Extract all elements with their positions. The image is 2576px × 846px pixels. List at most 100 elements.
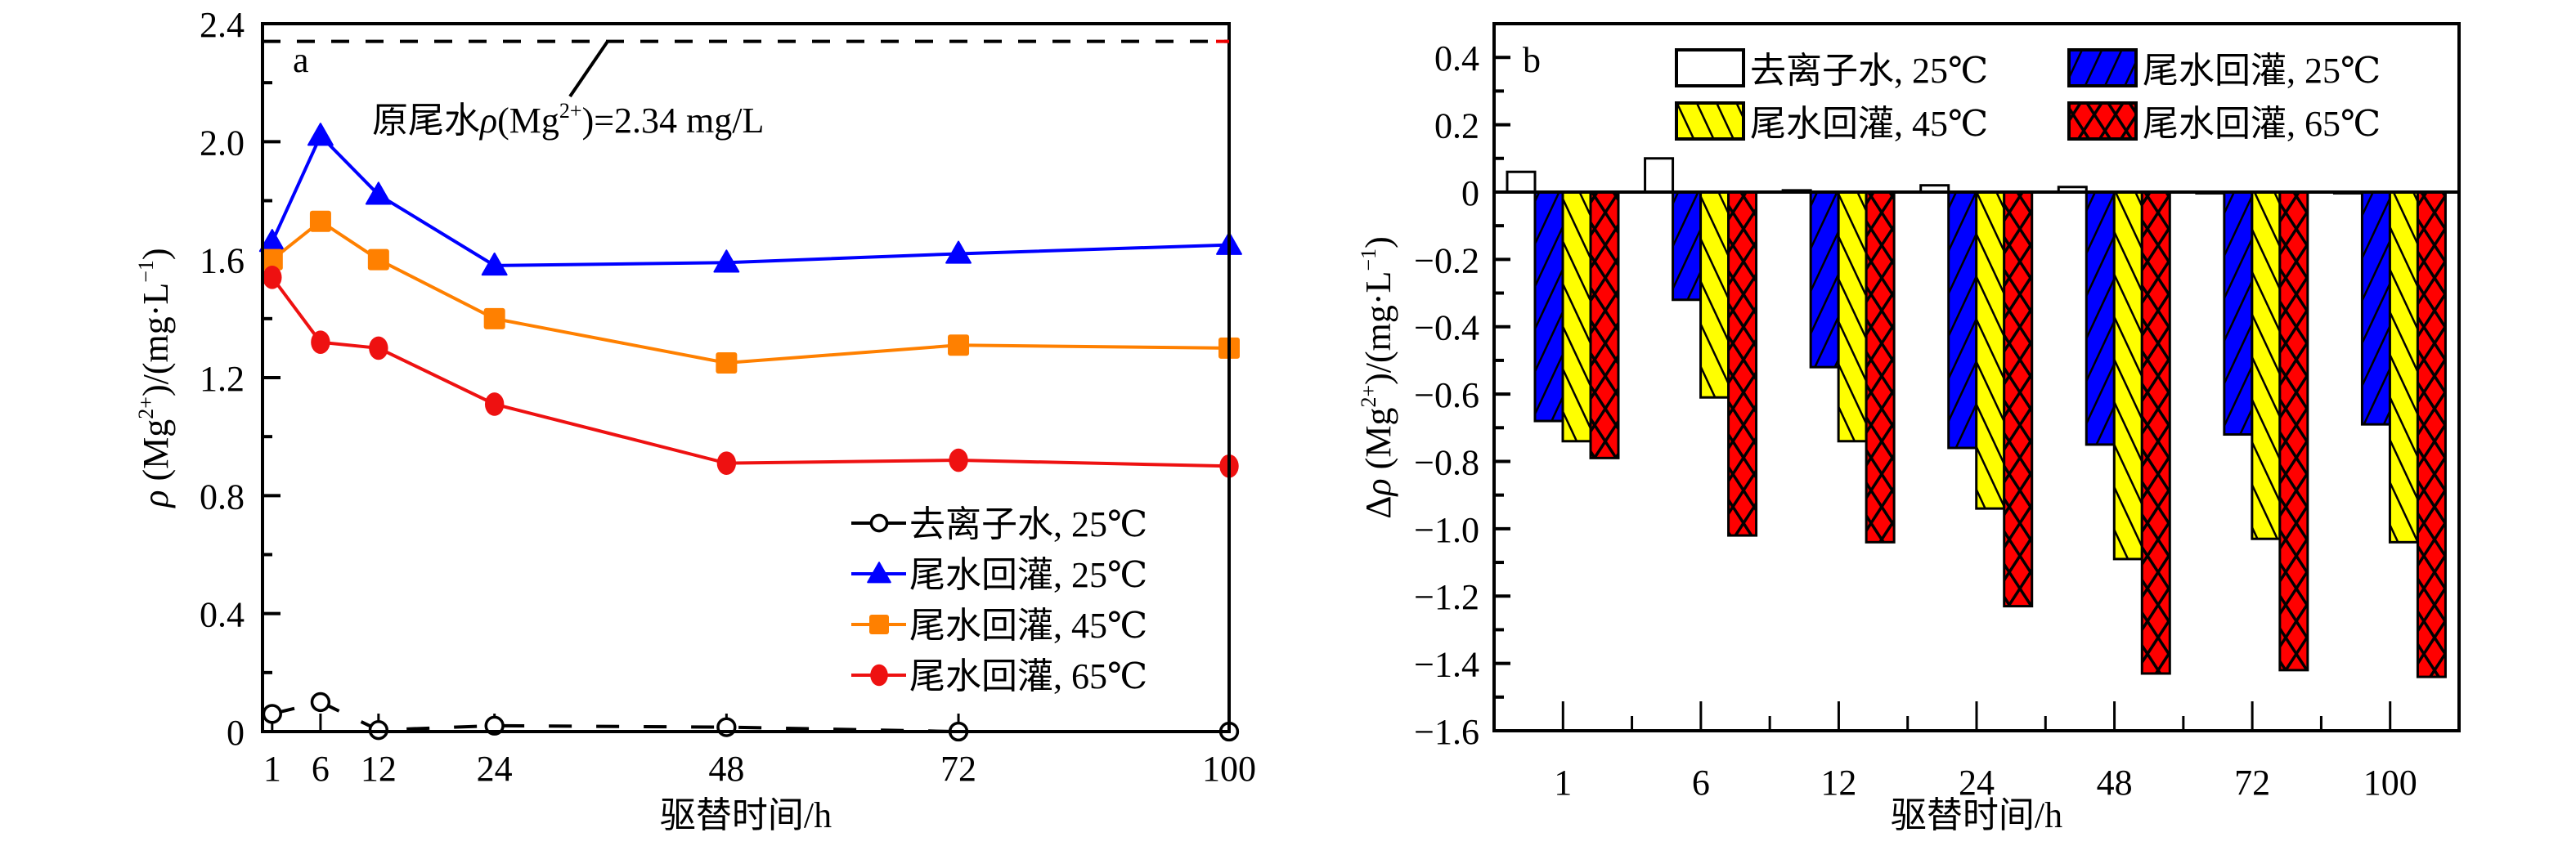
panel-b-y-tick-label: −0.6 [1414, 375, 1479, 415]
panel-b-bar [2112, 190, 2143, 561]
panel-a-data-point [365, 181, 392, 205]
panel-b-y-tick-label: −1.6 [1414, 712, 1479, 752]
panel-a-data-point [945, 240, 972, 264]
panel-b-bar [1533, 190, 1564, 423]
legend-label: 尾水回灌, 25℃ [909, 555, 1147, 595]
panel-b-series-2 [1561, 190, 2419, 561]
panel-b-y-tick-label: 0 [1461, 173, 1479, 213]
panel-a-series-1 [258, 123, 1242, 276]
panel-a-data-point [307, 123, 334, 146]
panel-b-legend: 去离子水, 25℃ 尾水回灌, 45℃ 尾水回灌, 25℃ 尾水回灌, 65℃ [1675, 48, 2381, 144]
panel-b-x-tick-label: 12 [1820, 763, 1856, 803]
panel-a-y-tick-label: 1.2 [200, 359, 245, 399]
panel-b-legend-item: 去离子水, 25℃ [1675, 48, 1988, 91]
panel-b-legend-item: 尾水回灌, 25℃ [2067, 48, 2381, 91]
panel-a-series-0 [262, 692, 1240, 742]
panel-a-series-3 [263, 266, 1239, 478]
panel-b-series-1 [1533, 190, 2391, 450]
legend-label: 尾水回灌, 45℃ [909, 606, 1147, 646]
panel-a-series-2 [261, 210, 1240, 374]
panel-a-data-point [310, 692, 331, 713]
panel-a-y-tick-label: 0.4 [200, 595, 245, 635]
panel-a-data-point [948, 334, 970, 356]
panel-b-y-tick-label: 0.4 [1434, 38, 1479, 78]
panel-b-x-axis-title: 驱替时间/h [1891, 795, 2062, 835]
panel-a-x-tick-label: 100 [1202, 749, 1256, 789]
panel-b-bar [1672, 190, 1703, 302]
panel-a-x-tick-label: 48 [708, 749, 744, 789]
panel-a-line-chart: 0 0.4 0.8 1.2 1.6 2.0 2.4 1 6 12 24 48 72 100 a 原尾水ρ(… [134, 5, 1256, 835]
panel-b-bar [1947, 190, 1978, 450]
panel-b-x-tick-label: 72 [2234, 763, 2270, 803]
panel-b-x-tick-label: 100 [2363, 763, 2417, 803]
panel-a-data-point [311, 330, 330, 355]
legend-swatch [1675, 101, 1745, 141]
panel-b-series-0 [1506, 157, 2363, 195]
panel-a-legend-item: 尾水回灌, 65℃ [851, 656, 1147, 696]
reference-line-label: 原尾水ρ(Mg2+)=2.34 mg/L [372, 99, 764, 141]
panel-a-y-axis-title: ρ (Mg2+)/(mg·L−1) [134, 248, 176, 508]
legend-label: 尾水回灌, 65℃ [2143, 104, 2381, 144]
panel-b-y-tick-label: −0.4 [1414, 308, 1479, 348]
panel-a-data-point [483, 307, 505, 329]
panel-b-bar [1727, 190, 1758, 537]
panel-b-bar [1837, 190, 1868, 443]
panel-a-x-tick-label: 72 [940, 749, 976, 789]
panel-a-x-axis-title: 驱替时间/h [660, 795, 832, 835]
panel-a-legend: 去离子水, 25℃ 尾水回灌, 25℃ 尾水回灌, 45℃ 尾水回灌, 65℃ [851, 504, 1147, 696]
panel-a-series-line [272, 700, 1229, 733]
panel-a-y-tick-label: 2.4 [200, 5, 245, 45]
panel-b-series-3 [1589, 190, 2447, 678]
panel-a-x-tick-label: 6 [312, 749, 330, 789]
panel-a-data-point [367, 248, 389, 271]
panel-b-bar [1975, 190, 2006, 510]
panel-a-legend-item: 尾水回灌, 45℃ [851, 606, 1147, 646]
panel-a-data-point [309, 210, 331, 232]
panel-b-bar [1561, 190, 1592, 443]
legend-label: 尾水回灌, 25℃ [2143, 51, 2381, 91]
panel-b-bar [1644, 157, 1675, 194]
panel-b-y-tick-label: −0.2 [1414, 240, 1479, 280]
panel-a-data-point [481, 252, 508, 276]
panel-b-bar-chart: −1.6 −1.4 −1.2 −1.0 −0.8 −0.6 −0.4 −0.2 0 0.2 0.4 1… [1357, 22, 2461, 835]
panel-a-x-tick-label: 12 [361, 749, 397, 789]
legend-marker [869, 615, 889, 634]
panel-b-bar [1699, 190, 1730, 399]
panel-a-x-tick-label: 1 [263, 749, 281, 789]
panel-b-y-tick-label: −1.4 [1414, 645, 1479, 685]
legend-swatch [2067, 48, 2138, 87]
panel-a-frame [261, 22, 1231, 733]
panel-b-bar [1865, 190, 1896, 544]
panel-b-y-tick-label: −0.8 [1414, 442, 1479, 482]
panel-a-series-line [271, 219, 1230, 365]
panel-b-bar [2085, 190, 2116, 446]
legend-marker [869, 513, 889, 533]
panel-b-frame [1492, 22, 2461, 732]
panel-a-series-line [270, 132, 1230, 267]
reference-leader-line [568, 40, 609, 98]
panel-b-bar [2003, 190, 2034, 608]
panel-b-bar [1809, 190, 1840, 369]
panel-b-letter: b [1523, 40, 1541, 80]
legend-marker [870, 664, 888, 687]
panel-b-bar [2388, 190, 2419, 544]
panel-a-data-point [716, 351, 738, 374]
panel-b-bar [2223, 190, 2254, 436]
panel-a-legend-item: 去离子水, 25℃ [851, 504, 1147, 544]
panel-b-y-tick-label: −1.2 [1414, 577, 1479, 617]
panel-b-bar [2360, 190, 2391, 426]
panel-a-data-point [713, 249, 740, 273]
panel-a-y-tick-label: 0 [227, 713, 245, 753]
panel-b-legend-item: 尾水回灌, 45℃ [1675, 101, 1988, 144]
panel-b-bar [1506, 170, 1537, 194]
panel-a-data-point [369, 336, 388, 360]
panel-b-x-tick-label: 24 [1959, 763, 1995, 803]
legend-marker [867, 562, 891, 584]
panel-b-y-tick-label: −1.0 [1414, 510, 1479, 550]
panel-b-bar [2278, 190, 2309, 672]
legend-label: 尾水回灌, 45℃ [1750, 104, 1988, 144]
panel-b-bar [2140, 190, 2171, 675]
panel-b-x-tick-label: 48 [2097, 763, 2133, 803]
panel-b-y-tick-label: 0.2 [1434, 106, 1479, 146]
